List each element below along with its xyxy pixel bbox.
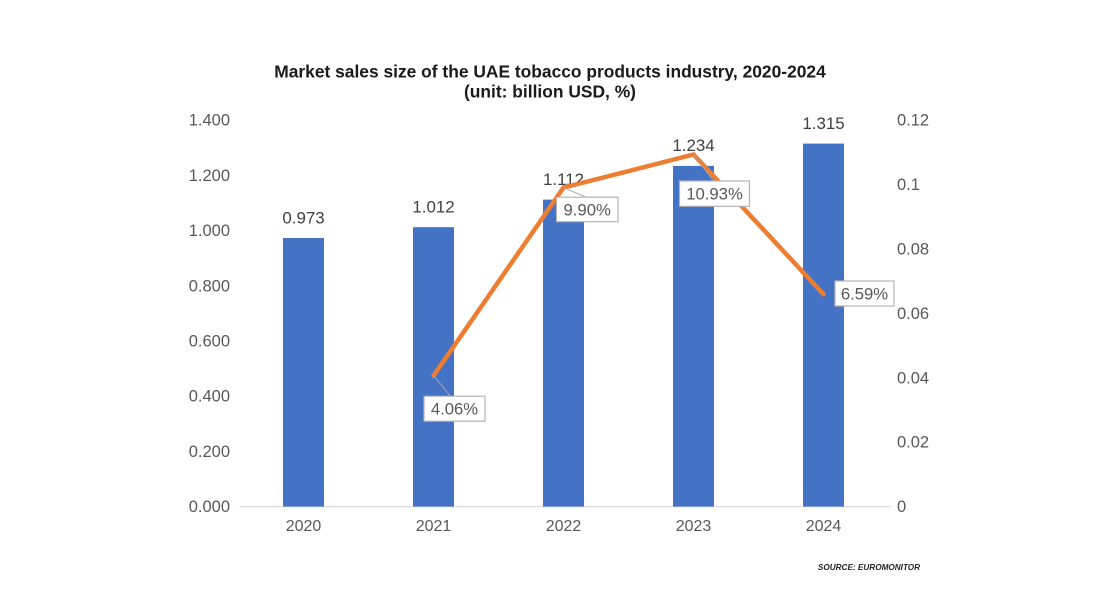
- svg-text:1.200: 1.200: [189, 167, 230, 185]
- svg-text:9.90%: 9.90%: [564, 200, 611, 219]
- svg-text:2020: 2020: [286, 518, 322, 535]
- svg-text:0: 0: [897, 498, 906, 516]
- svg-text:0.02: 0.02: [897, 434, 929, 452]
- svg-text:0.06: 0.06: [897, 305, 929, 323]
- svg-text:1.315: 1.315: [802, 114, 844, 133]
- svg-text:1.012: 1.012: [412, 198, 454, 217]
- svg-text:4.06%: 4.06%: [431, 400, 478, 419]
- svg-text:0.000: 0.000: [189, 498, 230, 516]
- svg-text:0.04: 0.04: [897, 369, 929, 387]
- svg-text:2021: 2021: [416, 518, 452, 535]
- svg-text:2022: 2022: [546, 518, 582, 535]
- svg-text:2023: 2023: [676, 518, 712, 535]
- svg-text:2024: 2024: [806, 518, 842, 535]
- svg-text:Market sales size of the UAE t: Market sales size of the UAE tobacco pro…: [274, 62, 826, 82]
- svg-text:0.12: 0.12: [897, 112, 929, 130]
- svg-text:6.59%: 6.59%: [841, 284, 888, 303]
- svg-text:0.800: 0.800: [189, 277, 230, 295]
- svg-text:0.08: 0.08: [897, 241, 929, 259]
- svg-text:(unit: billion USD, %): (unit: billion USD, %): [464, 82, 636, 102]
- svg-text:10.93%: 10.93%: [686, 185, 743, 204]
- svg-text:1.400: 1.400: [189, 112, 230, 130]
- svg-text:0.200: 0.200: [189, 443, 230, 461]
- svg-text:1.234: 1.234: [672, 136, 714, 155]
- svg-text:0.973: 0.973: [282, 208, 324, 227]
- svg-text:SOURCE: EUROMONITOR: SOURCE: EUROMONITOR: [818, 563, 920, 572]
- svg-text:1.000: 1.000: [189, 222, 230, 240]
- svg-text:0.1: 0.1: [897, 176, 920, 194]
- svg-text:0.400: 0.400: [189, 388, 230, 406]
- svg-text:0.600: 0.600: [189, 333, 230, 351]
